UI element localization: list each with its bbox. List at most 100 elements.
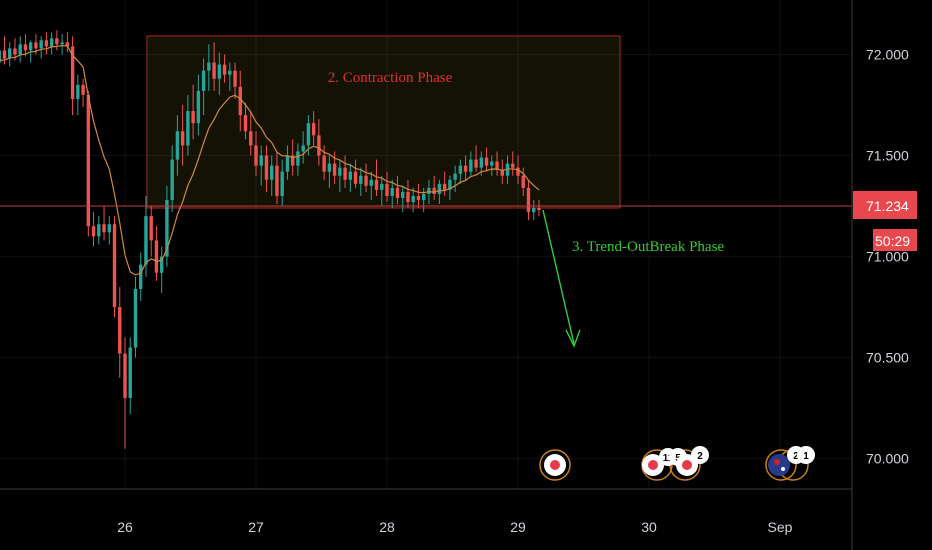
candle-body bbox=[280, 171, 284, 196]
candle bbox=[484, 147, 489, 172]
candle-body bbox=[490, 161, 494, 166]
candle-body bbox=[118, 307, 122, 354]
event-marker-1[interactable] bbox=[539, 449, 571, 481]
candle-body bbox=[359, 175, 363, 184]
candle bbox=[406, 179, 410, 209]
candle bbox=[86, 90, 91, 237]
price-axis[interactable]: 72.000 71.500 71.000 70.500 70.000 bbox=[866, 46, 909, 466]
candle-body bbox=[165, 199, 169, 257]
candle-body bbox=[65, 42, 70, 47]
candle-body bbox=[390, 187, 394, 196]
candle bbox=[311, 111, 316, 146]
candle bbox=[201, 58, 206, 116]
candle bbox=[191, 84, 195, 140]
candle-body bbox=[526, 187, 531, 213]
candle-body bbox=[421, 193, 426, 200]
candle-body bbox=[306, 123, 311, 146]
candle-body bbox=[201, 70, 206, 91]
candle-body bbox=[23, 44, 28, 51]
candle-body bbox=[133, 288, 138, 348]
candle bbox=[49, 32, 54, 55]
candle bbox=[495, 151, 499, 176]
event-marker-2[interactable]: 11 5 2 bbox=[641, 446, 709, 481]
candle-body bbox=[537, 208, 541, 211]
flag-detail-icon bbox=[774, 459, 780, 465]
event-count-label: 11 bbox=[663, 453, 674, 464]
candle bbox=[532, 199, 536, 221]
candle-body bbox=[70, 46, 75, 99]
candle bbox=[453, 165, 457, 192]
candle bbox=[170, 145, 174, 213]
candle-body bbox=[28, 42, 33, 51]
candle bbox=[149, 206, 153, 257]
candle-body bbox=[401, 191, 405, 198]
candle bbox=[159, 246, 164, 293]
candle-body bbox=[112, 224, 117, 308]
candle-body bbox=[170, 159, 174, 200]
candle-body bbox=[249, 131, 253, 146]
red-dot-icon bbox=[550, 460, 560, 470]
candle bbox=[395, 175, 400, 205]
candle bbox=[280, 159, 284, 207]
candle-body bbox=[348, 171, 353, 180]
candle bbox=[44, 32, 49, 55]
candle-body bbox=[217, 64, 222, 79]
australia-flag-icon bbox=[768, 454, 790, 476]
candle-body bbox=[259, 155, 263, 166]
candle-body bbox=[128, 347, 132, 399]
candle bbox=[458, 159, 463, 184]
candle-body bbox=[44, 40, 49, 47]
candle-body bbox=[437, 183, 442, 194]
candle-body bbox=[432, 187, 436, 194]
candle-body bbox=[270, 165, 274, 180]
candle-body bbox=[39, 40, 43, 49]
red-dot-icon bbox=[682, 460, 692, 470]
candle bbox=[285, 145, 290, 180]
candle bbox=[102, 206, 106, 241]
candle-body bbox=[411, 195, 415, 203]
x-tick-label: 27 bbox=[248, 519, 264, 535]
x-tick-label: Sep bbox=[768, 519, 793, 535]
candle-body bbox=[212, 62, 216, 79]
candle bbox=[521, 167, 525, 196]
candle bbox=[249, 111, 253, 156]
candle-body bbox=[416, 195, 421, 200]
candle-body bbox=[290, 155, 295, 166]
event-count-label: 2 bbox=[697, 451, 703, 462]
contraction-zone-rectangle[interactable] bbox=[146, 35, 621, 209]
x-tick-label: 26 bbox=[117, 519, 133, 535]
candle bbox=[81, 78, 85, 108]
candle-body bbox=[484, 157, 489, 166]
candle-body bbox=[196, 90, 201, 124]
candle bbox=[411, 187, 415, 213]
candle bbox=[526, 179, 531, 221]
candle bbox=[70, 36, 75, 116]
y-tick-label: 71.500 bbox=[866, 148, 909, 164]
candle-body bbox=[322, 155, 326, 172]
breakout-arrow[interactable] bbox=[542, 209, 575, 345]
candle-body bbox=[374, 179, 379, 190]
candle bbox=[139, 252, 143, 302]
event-marker-3[interactable]: 2 1 bbox=[765, 446, 815, 481]
candle-body bbox=[406, 191, 410, 203]
time-axis[interactable]: 26 27 28 29 30 Sep bbox=[117, 519, 792, 535]
flag-star-icon bbox=[781, 467, 785, 471]
candle-body bbox=[34, 42, 38, 49]
candle-body bbox=[332, 163, 337, 176]
candle-body bbox=[516, 167, 520, 176]
candle-body bbox=[521, 175, 525, 188]
candle bbox=[327, 155, 332, 188]
x-tick-label: 30 bbox=[641, 519, 657, 535]
candle bbox=[385, 171, 389, 203]
candle bbox=[39, 36, 43, 59]
event-badge-icon bbox=[691, 446, 709, 464]
candle-body bbox=[186, 111, 190, 146]
candle bbox=[23, 34, 28, 57]
candle-body bbox=[81, 84, 85, 95]
candle bbox=[296, 143, 300, 176]
candle bbox=[469, 151, 473, 176]
candle-body bbox=[159, 256, 164, 273]
candle-body bbox=[458, 165, 463, 174]
candle-body bbox=[2, 50, 7, 59]
